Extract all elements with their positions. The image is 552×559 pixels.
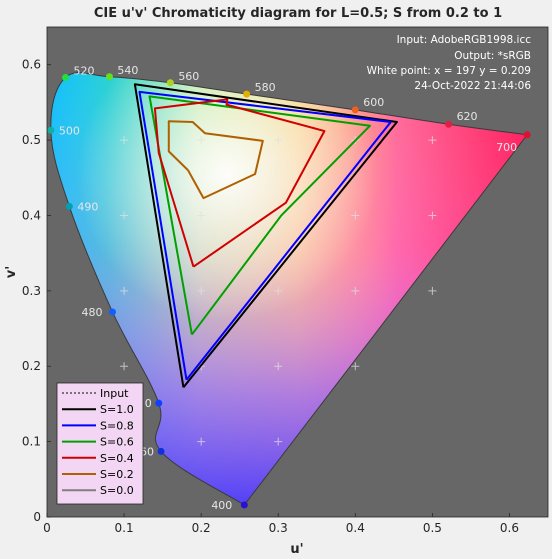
x-tick-label: 0.6 [500, 521, 519, 535]
x-tick-label: 0.4 [346, 521, 365, 535]
plus-marker [428, 136, 437, 145]
plus-marker [274, 437, 283, 446]
info-white-point: White point: x = 197 y = 0.209 [367, 65, 531, 77]
legend-label: S=1.0 [100, 403, 134, 416]
y-tick-label: 0.2 [22, 359, 41, 373]
series-lines [133, 83, 398, 388]
locus-marker-520 [61, 74, 69, 82]
plot-frame [46, 26, 549, 518]
plus-marker [351, 211, 360, 220]
locus-marker-620 [445, 120, 453, 128]
plus-marker [274, 136, 283, 145]
white-point-grid [120, 136, 437, 446]
wavelength-label: 600 [363, 96, 384, 109]
plus-marker [197, 211, 206, 220]
y-tick-label: 0.3 [22, 284, 41, 298]
series-line-s-0-2 [167, 120, 264, 200]
legend-box [56, 382, 144, 505]
series-line-s-0-4 [153, 98, 326, 268]
plus-marker [197, 286, 206, 295]
wavelength-label: 560 [178, 70, 199, 83]
legend-label: S=0.8 [100, 419, 134, 432]
plus-marker [351, 362, 360, 371]
legend-label: S=0.2 [100, 468, 134, 481]
plus-marker [197, 437, 206, 446]
legend-label: Input [100, 387, 129, 400]
locus-marker-500 [47, 126, 55, 134]
y-tick-label: 0.6 [22, 58, 41, 72]
chart-title: CIE u'v' Chromaticity diagram for L=0.5;… [94, 6, 502, 21]
locus-marker-0 [155, 399, 163, 407]
locus-marker-490 [65, 202, 73, 210]
y-tick-label: 0 [33, 510, 41, 524]
x-tick-label: 0.5 [423, 521, 442, 535]
wavelength-label: 490 [77, 200, 98, 213]
wavelength-label: 540 [117, 64, 138, 77]
y-tick-label: 0.1 [22, 435, 41, 449]
plus-marker [428, 211, 437, 220]
wavelength-label: 0 [145, 397, 152, 410]
plus-marker [351, 286, 360, 295]
y-axis-label: v' [4, 266, 19, 278]
wavelength-label: 700 [496, 141, 517, 154]
x-tick-label: 0.1 [115, 521, 134, 535]
legend-label: S=0.4 [100, 452, 134, 465]
plus-marker [120, 362, 129, 371]
locus-marker-540 [105, 73, 113, 81]
plus-marker [428, 286, 437, 295]
wavelength-label: 580 [255, 81, 276, 94]
info-annotation: Input: AdobeRGB1998.icc Output: *sRGB Wh… [367, 34, 532, 92]
legend: Input S=1.0 S=0.8 S=0.6 S=0.4 S=0.2 S=0.0 [56, 382, 144, 505]
plus-marker [120, 136, 129, 145]
series-line-s-0-6 [148, 95, 371, 336]
locus-marker-580 [243, 90, 251, 98]
locus-marker-460 [157, 447, 165, 455]
x-tick-label: 0.3 [269, 521, 288, 535]
series-line-s-1-0 [133, 83, 398, 388]
series-line-s-0-8 [138, 90, 392, 381]
wavelength-label: 400 [211, 499, 232, 512]
wavelength-label: 620 [457, 110, 478, 123]
x-axis-label: u' [290, 542, 303, 557]
axes: 0 0.1 0.2 0.3 0.4 0.5 0.6 0 0.1 0.2 0.3 0.4 0.5 0.6 [22, 26, 549, 535]
y-tick-label: 0.5 [22, 133, 41, 147]
plus-marker [197, 136, 206, 145]
plus-marker [120, 286, 129, 295]
wavelength-label: 520 [73, 65, 94, 78]
locus-marker-700 [523, 131, 531, 139]
plus-marker [274, 362, 283, 371]
x-tick-label: 0.2 [192, 521, 211, 535]
locus-marker-400 [240, 501, 248, 509]
plus-marker [120, 211, 129, 220]
locus-marker-480 [109, 308, 117, 316]
locus-marker-560 [166, 79, 174, 87]
plus-marker [274, 286, 283, 295]
info-input: Input: AdobeRGB1998.icc [397, 34, 532, 46]
x-tick-label: 0 [43, 521, 51, 535]
y-tick-label: 0.4 [22, 208, 41, 222]
legend-label: S=0.6 [100, 436, 134, 449]
info-timestamp: 24-Oct-2022 21:44:06 [414, 80, 531, 92]
wavelength-label: 480 [82, 306, 103, 319]
locus-marker-600 [351, 106, 359, 114]
info-output: Output: *sRGB [454, 50, 531, 62]
wavelength-label: 500 [59, 124, 80, 137]
legend-label: S=0.0 [100, 484, 134, 497]
